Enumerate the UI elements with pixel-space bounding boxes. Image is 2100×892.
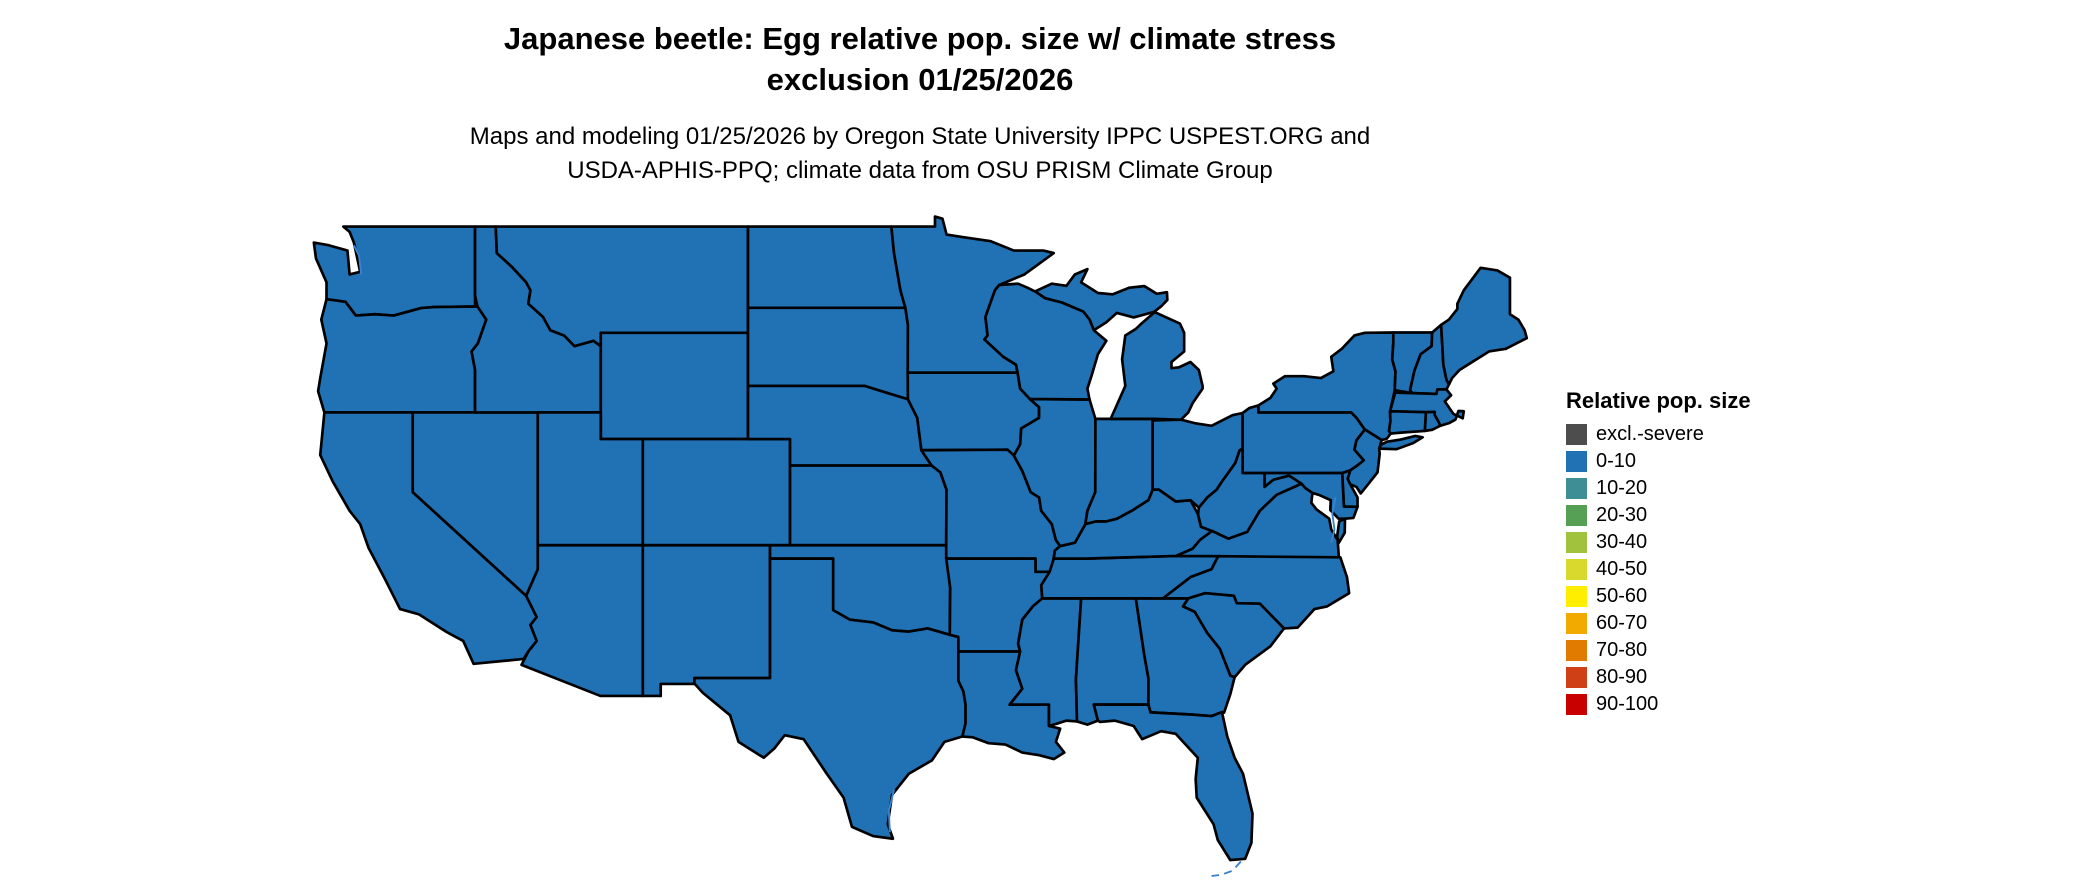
- legend-item-label: 80-90: [1596, 666, 1648, 688]
- legend-item: 90-100: [1566, 694, 1826, 715]
- legend-color-swatch: [1566, 451, 1587, 472]
- legend-color-swatch: [1566, 694, 1587, 715]
- legend-items: excl.-severe 0-10 10-20 20-30 30-40 40-50 50-6…: [1566, 424, 1826, 715]
- legend-item-label: 70-80: [1596, 639, 1648, 661]
- legend-color-swatch: [1566, 613, 1587, 634]
- state-tx: [693, 557, 967, 841]
- state-li: [1377, 434, 1425, 451]
- state-az: [520, 543, 645, 698]
- state-sc: [1181, 591, 1286, 679]
- state-nd: [746, 225, 907, 310]
- legend-item: 50-60: [1566, 586, 1826, 607]
- state-vaes: [1335, 517, 1347, 545]
- water-line: [887, 789, 895, 833]
- legend-item-label: 40-50: [1596, 558, 1648, 580]
- legend-item-label: excl.-severe: [1596, 423, 1704, 445]
- legend-item: 30-40: [1566, 532, 1826, 553]
- legend-title: Relative pop. size: [1566, 388, 1751, 413]
- state-pa: [1241, 404, 1367, 475]
- legend-item-label: 50-60: [1596, 585, 1648, 607]
- state-wi: [983, 282, 1108, 401]
- legend-item-label: 90-100: [1596, 693, 1659, 715]
- legend-item: 70-80: [1566, 640, 1826, 661]
- legend-color-swatch: [1566, 640, 1587, 661]
- state-ks: [788, 464, 948, 547]
- us-map: [312, 215, 1529, 877]
- legend-item-label: 60-70: [1596, 612, 1648, 634]
- legend-item-label: 20-30: [1596, 504, 1648, 526]
- map-title-line1: Japanese beetle: Egg relative pop. size …: [503, 21, 1337, 56]
- state-ct: [1387, 409, 1428, 435]
- legend-item-label: 0-10: [1596, 450, 1637, 472]
- legend-color-swatch: [1566, 667, 1587, 688]
- legend-color-swatch: [1566, 505, 1587, 526]
- legend-item: 20-30: [1566, 505, 1826, 526]
- state-co: [641, 437, 792, 547]
- legend-item-label: 30-40: [1596, 531, 1648, 553]
- legend-item: excl.-severe: [1566, 424, 1826, 445]
- legend-item-label: 10-20: [1596, 477, 1648, 499]
- water-line: [1330, 497, 1337, 543]
- map-title: Japanese beetle: Egg relative pop. size …: [320, 18, 1520, 100]
- state-or: [316, 297, 488, 414]
- state-fl: [1092, 703, 1254, 862]
- legend-item: 40-50: [1566, 559, 1826, 580]
- legend-color-swatch: [1566, 559, 1587, 580]
- legend-item: 60-70: [1566, 613, 1826, 634]
- legend-color-swatch: [1566, 532, 1587, 553]
- state-wy: [599, 331, 750, 441]
- legend: Relative pop. size excl.-severe 0-10 10-20…: [1566, 388, 1826, 721]
- legend-color-swatch: [1566, 478, 1587, 499]
- map-subtitle-line2: USDA-APHIS-PPQ; climate data from OSU PR…: [567, 157, 1273, 184]
- water-line: [353, 244, 363, 275]
- state-nm: [641, 543, 772, 698]
- legend-item: 0-10: [1566, 451, 1826, 472]
- legend-color-swatch: [1566, 586, 1587, 607]
- water-line: [1211, 860, 1242, 877]
- state-me: [1439, 266, 1529, 386]
- state-mi: [1109, 310, 1204, 422]
- legend-color-swatch: [1566, 424, 1587, 445]
- state-nj: [1346, 428, 1384, 495]
- map-subtitle-line1: Maps and modeling 01/25/2026 by Oregon S…: [469, 123, 1371, 150]
- legend-item: 10-20: [1566, 478, 1826, 499]
- map-subtitle: Maps and modeling 01/25/2026 by Oregon S…: [320, 120, 1520, 188]
- legend-item: 80-90: [1566, 667, 1826, 688]
- map-title-line2: exclusion 01/25/2026: [766, 62, 1074, 97]
